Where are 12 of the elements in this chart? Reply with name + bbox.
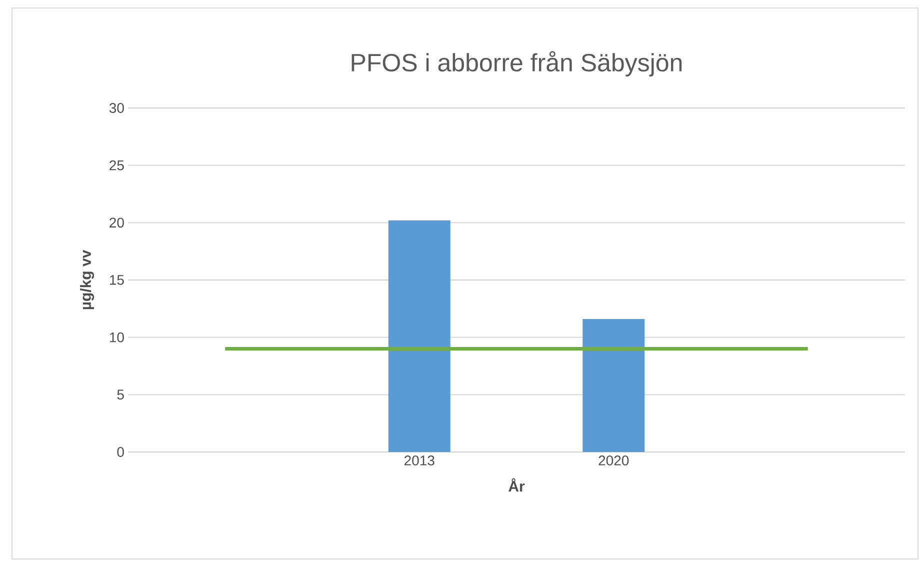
- y-tick-label: 5: [117, 390, 124, 400]
- y-tick-label: 15: [110, 275, 124, 285]
- y-tick-label: 0: [117, 447, 124, 457]
- x-tick-label: 2020: [598, 456, 629, 466]
- y-tick-label: 10: [110, 332, 124, 342]
- chart-title: PFOS i abborre från Säbysjön: [352, 51, 682, 76]
- y-tick-label: 25: [110, 160, 124, 170]
- x-tick-label: 2013: [404, 456, 434, 466]
- y-tick-label: 30: [109, 103, 124, 113]
- x-axis-title: År: [508, 478, 525, 492]
- y-tick-label: 20: [110, 218, 124, 228]
- y-axis-title: µg/kg vv: [80, 250, 94, 310]
